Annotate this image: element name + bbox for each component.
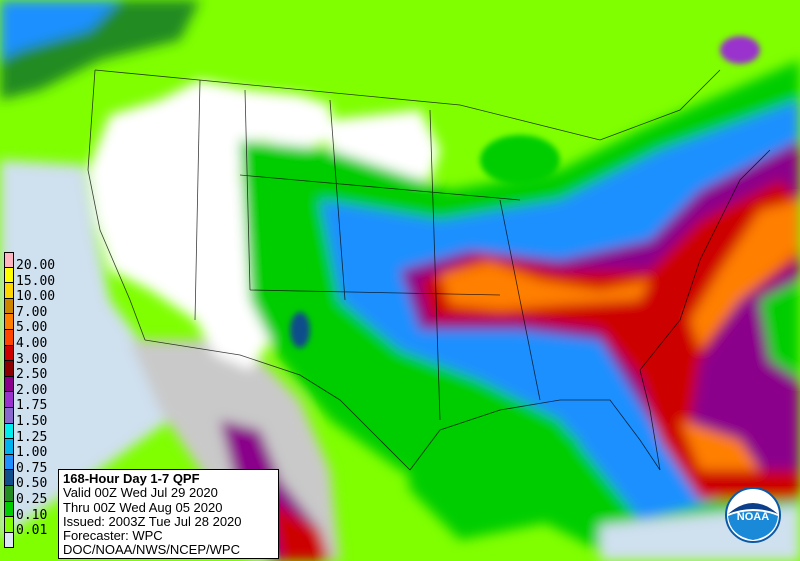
- legend-swatch: [4, 470, 14, 486]
- legend-swatch: [4, 532, 14, 549]
- atlantic-green-area: [760, 280, 800, 380]
- map-title: 168-Hour Day 1-7 QPF: [63, 471, 200, 486]
- legend-label: 10.00: [16, 289, 56, 305]
- legend-entry: 7.00: [2, 298, 72, 319]
- forecaster: Forecaster: WPC: [63, 528, 163, 544]
- svg-text:NOAA: NOAA: [737, 511, 769, 523]
- great-lakes-green: [480, 135, 560, 185]
- legend-entry: 1.00: [2, 439, 72, 459]
- legend-entry: 0.75: [2, 454, 72, 475]
- legend-entry: 15.00: [2, 267, 72, 288]
- state-line-2: [244, 89, 251, 291]
- legend-swatch: [4, 329, 14, 346]
- legend-label: 1.75: [16, 398, 48, 414]
- us-canada-border: [94, 69, 721, 141]
- legend-entry: 2.50: [2, 361, 72, 381]
- legend-entry: 1.75: [2, 392, 72, 412]
- legend-swatch: [4, 407, 14, 424]
- legend-label: 0.10: [16, 507, 48, 523]
- us-mexico-border: [144, 339, 411, 471]
- western-dry-area: [88, 80, 335, 370]
- legend-label: 1.25: [16, 429, 48, 445]
- borders: [87, 69, 771, 471]
- state-line-4: [249, 289, 501, 296]
- legend-label: 5.00: [16, 320, 48, 336]
- state-line-3: [329, 99, 346, 301]
- legend-label: 0.01: [16, 523, 48, 539]
- state-line-1: [194, 79, 201, 321]
- red-band: [420, 180, 800, 500]
- legend-entry: 0.01: [2, 517, 72, 537]
- gulf-green-area: [400, 400, 580, 540]
- legend-swatch: [4, 439, 14, 455]
- legend-swatch: [4, 501, 14, 518]
- legend-swatch: [4, 283, 14, 299]
- legend-swatch: [4, 485, 14, 502]
- agency: DOC/NOAA/NWS/NCEP/WPC: [63, 542, 240, 558]
- orange-core-florida: [680, 420, 760, 470]
- top-left-blue-area: [0, 0, 120, 60]
- legend-label: 0.50: [16, 476, 48, 492]
- legend-entry: 20.00: [2, 252, 72, 272]
- valid-time: Valid 00Z Wed Jul 29 2020: [63, 485, 218, 501]
- legend-swatch: [4, 423, 14, 440]
- legend-label: 7.00: [16, 304, 48, 320]
- legend-entry: [2, 532, 72, 549]
- noaa-logo: NOAA: [725, 487, 781, 543]
- precip-legend: 20.00 15.00 10.00 7.00 5.00 4.00 3.00 2.50 2.00 1…: [2, 252, 72, 549]
- legend-label: 4.00: [16, 335, 48, 351]
- legend-entry: 3.00: [2, 345, 72, 366]
- legend-swatch: [4, 361, 14, 377]
- legend-swatch: [4, 252, 14, 268]
- legend-entry: 1.25: [2, 423, 72, 444]
- state-line-7: [499, 199, 541, 401]
- east-coast: [639, 149, 771, 371]
- legend-swatch: [4, 345, 14, 362]
- state-line-5: [239, 174, 521, 201]
- legend-swatch: [4, 454, 14, 471]
- legend-label: 20.00: [16, 258, 56, 273]
- info-box: 168-Hour Day 1-7 QPF Valid 00Z Wed Jul 2…: [58, 469, 279, 559]
- legend-swatch: [4, 376, 14, 393]
- legend-label: 3.00: [16, 351, 48, 367]
- legend-entry: 0.10: [2, 501, 72, 522]
- legend-label: 2.50: [16, 367, 48, 383]
- legend-entry: 10.00: [2, 283, 72, 303]
- legend-swatch: [4, 314, 14, 330]
- rockies-spot: [290, 312, 310, 348]
- issued-time: Issued: 2003Z Tue Jul 28 2020: [63, 513, 242, 529]
- legend-label: 2.00: [16, 382, 48, 398]
- legend-entry: 0.25: [2, 485, 72, 506]
- legend-entry: 1.50: [2, 407, 72, 428]
- legend-label: 1.50: [16, 413, 48, 429]
- state-line-6: [429, 109, 441, 421]
- legend-swatch: [4, 298, 14, 315]
- legend-label: 0.75: [16, 460, 48, 476]
- legend-label: 15.00: [16, 273, 56, 289]
- legend-entry: 0.50: [2, 470, 72, 490]
- legend-entry: 5.00: [2, 314, 72, 334]
- pacific-mexico-red: [270, 500, 330, 561]
- legend-swatch: [4, 392, 14, 408]
- new-england-purple-spot: [720, 36, 760, 64]
- legend-swatch: [4, 267, 14, 284]
- legend-entry: 4.00: [2, 329, 72, 350]
- orange-core-central: [440, 262, 650, 310]
- orange-core-atlantic: [690, 200, 800, 350]
- thru-time: Thru 00Z Wed Aug 05 2020: [63, 499, 223, 515]
- legend-label: 0.25: [16, 491, 48, 507]
- gulf-coast: [409, 369, 661, 471]
- legend-swatch: [4, 517, 14, 533]
- legend-label: 1.00: [16, 445, 48, 461]
- pacific-ocean-area: [0, 160, 170, 540]
- legend-entry: 2.00: [2, 376, 72, 397]
- west-coast: [87, 69, 146, 341]
